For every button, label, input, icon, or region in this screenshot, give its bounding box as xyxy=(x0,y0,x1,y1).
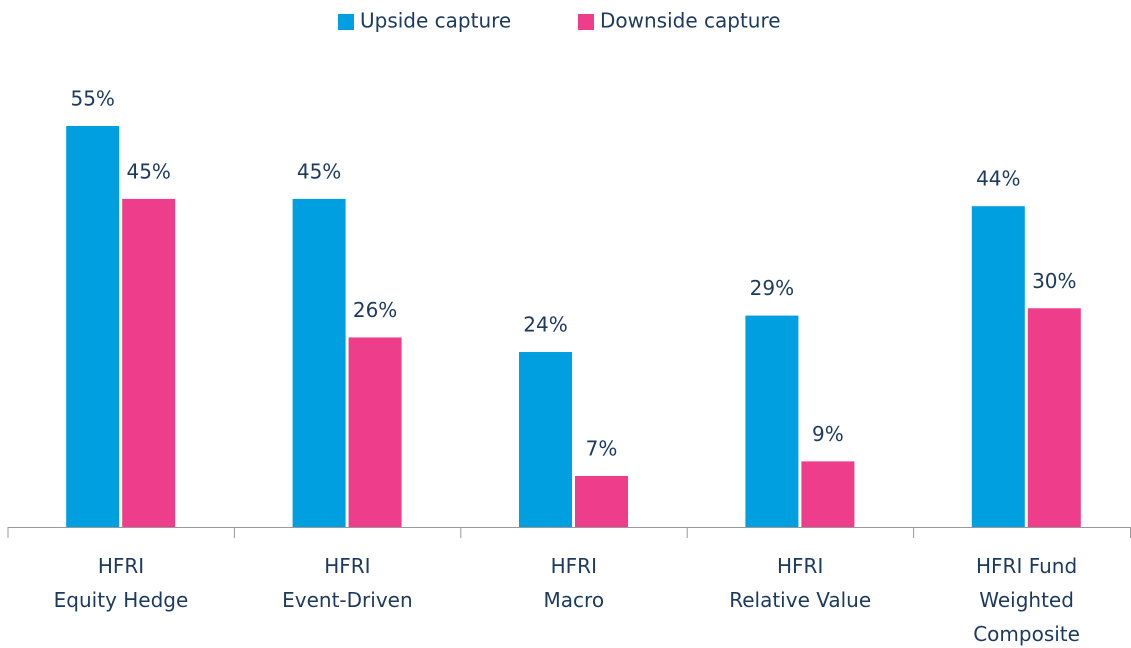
bar xyxy=(575,475,628,527)
x-tick-label: HFRI Relative Value xyxy=(729,554,872,612)
data-label: 55% xyxy=(70,87,114,111)
legend-swatch xyxy=(578,14,594,30)
bar xyxy=(801,461,855,527)
data-label: 45% xyxy=(126,159,170,183)
data-label: 30% xyxy=(1032,269,1076,293)
bar xyxy=(66,126,120,527)
data-label: 44% xyxy=(976,167,1020,191)
bar xyxy=(745,315,799,527)
bar xyxy=(971,206,1025,527)
bar xyxy=(1027,308,1081,527)
data-label: 9% xyxy=(812,422,844,446)
legend-label: Downside capture xyxy=(600,9,781,33)
data-label: 26% xyxy=(353,298,397,322)
bar xyxy=(348,337,402,527)
legend-swatch xyxy=(338,14,354,30)
data-label: 7% xyxy=(586,436,618,460)
bar xyxy=(292,198,346,527)
x-tick-label: HFRI Macro xyxy=(543,554,605,612)
x-tick-label: HFRI Event-Driven xyxy=(282,554,413,612)
data-label: 29% xyxy=(750,276,794,300)
x-tick-label: HFRI Equity Hedge xyxy=(53,554,189,612)
bar xyxy=(519,352,572,527)
bar xyxy=(122,198,176,527)
x-tick-label: HFRI Fund Weighted Composite xyxy=(973,554,1080,646)
data-label: 24% xyxy=(523,313,567,337)
legend-label: Upside capture xyxy=(360,9,511,33)
data-label: 45% xyxy=(297,159,341,183)
